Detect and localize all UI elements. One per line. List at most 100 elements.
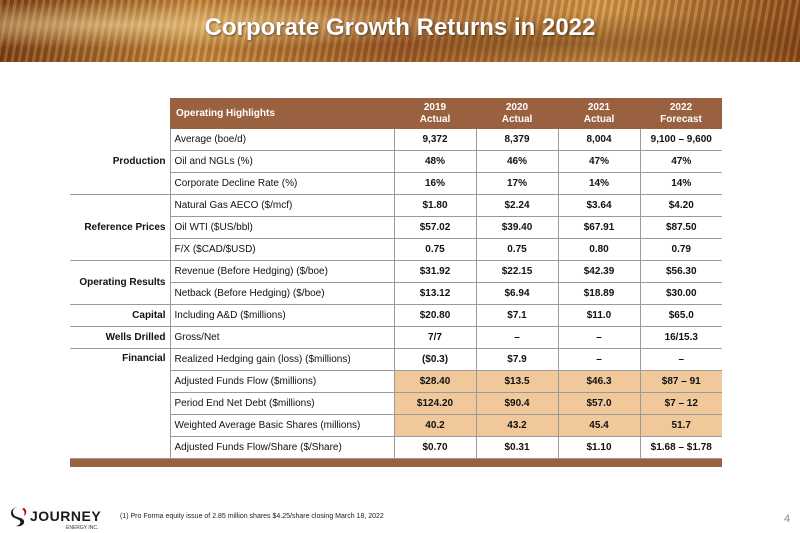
value-cell: $87 – 91 xyxy=(639,370,722,393)
value-cell: 45.4 xyxy=(557,414,640,437)
table-row: Capital Including A&D ($millions) $20.80… xyxy=(70,304,722,327)
table-row: Production Average (boe/d) 9,372 8,379 8… xyxy=(70,129,722,195)
header-label: Operating Highlights xyxy=(170,98,394,129)
journey-swirl-icon xyxy=(11,507,27,527)
value-cell: 43.2 xyxy=(475,414,558,437)
value-cell: 9,372 xyxy=(393,129,476,151)
metric-cell: Revenue (Before Hedging) ($/boe) xyxy=(170,260,394,283)
table-header-row: Operating Highlights 2019 Actual 2020 Actu… xyxy=(70,98,722,129)
metric-cell: Oil and NGLs (%) xyxy=(170,150,394,173)
value-cell: $7.9 xyxy=(475,348,558,371)
value-cell: $56.30 xyxy=(639,260,722,283)
value-cell: $0.70 xyxy=(393,436,476,459)
page-number: 4 xyxy=(784,513,791,525)
value-cell: 8,379 xyxy=(475,129,558,151)
value-cell: ($0.3) xyxy=(393,348,476,371)
value-cell: $1.68 – $1.78 xyxy=(639,436,722,459)
value-cell: – xyxy=(557,348,640,371)
header-blank-cell xyxy=(70,98,170,129)
value-cell: $57.02 xyxy=(393,216,476,239)
metric-cell: Including A&D ($millions) xyxy=(170,304,394,327)
table-row: Reference Prices Natural Gas AECO ($/mcf… xyxy=(70,194,722,261)
value-cell: $0.31 xyxy=(475,436,558,459)
metric-cell: Adjusted Funds Flow/Share ($/Share) xyxy=(170,436,394,459)
category-cell: Production xyxy=(70,129,171,195)
logo-brand: JOURNEY xyxy=(30,508,102,524)
table-row: Netback (Before Hedging) ($/boe) $13.12 … xyxy=(70,282,722,305)
value-cell: $42.39 xyxy=(557,260,640,283)
company-logo: JOURNEY ENERGY INC. xyxy=(10,506,101,533)
value-cell: $11.0 xyxy=(557,304,640,327)
value-cell: $22.15 xyxy=(475,260,558,283)
metric-cell: Period End Net Debt ($millions) xyxy=(170,392,394,415)
value-cell: – xyxy=(475,326,558,349)
metric-cell: Gross/Net xyxy=(170,326,394,349)
value-cell: 46% xyxy=(475,150,558,173)
value-cell: 0.79 xyxy=(639,238,722,261)
value-cell: 0.80 xyxy=(557,238,640,261)
value-cell: $3.64 xyxy=(557,194,640,217)
metric-cell: Average (boe/d) xyxy=(170,129,394,151)
value-cell: $46.3 xyxy=(557,370,640,393)
value-cell: 7/7 xyxy=(393,326,476,349)
value-cell: $20.80 xyxy=(393,304,476,327)
metric-cell: Corporate Decline Rate (%) xyxy=(170,172,394,195)
value-cell: 16/15.3 xyxy=(639,326,722,349)
value-cell: 8,004 xyxy=(557,129,640,151)
metric-cell: Netback (Before Hedging) ($/boe) xyxy=(170,282,394,305)
value-cell: $39.40 xyxy=(475,216,558,239)
value-cell: $30.00 xyxy=(639,282,722,305)
value-cell: $13.5 xyxy=(475,370,558,393)
metric-cell: Realized Hedging gain (loss) ($millions) xyxy=(170,348,394,371)
value-cell: $57.0 xyxy=(557,392,640,415)
category-cell: Capital xyxy=(70,304,171,327)
value-cell: $6.94 xyxy=(475,282,558,305)
table-row: Period End Net Debt ($millions) $124.20 … xyxy=(70,392,722,415)
metric-cell: Natural Gas AECO ($/mcf) xyxy=(170,194,394,217)
title-banner: Corporate Growth Returns in 2022 xyxy=(0,0,800,62)
category-cell: Operating Results xyxy=(70,260,171,305)
value-cell: $124.20 xyxy=(393,392,476,415)
category-cell: Reference Prices xyxy=(70,194,171,261)
category-cell: Wells Drilled xyxy=(70,326,171,349)
value-cell: $18.89 xyxy=(557,282,640,305)
value-cell: 14% xyxy=(639,172,722,195)
value-cell: 9,100 – 9,600 xyxy=(639,129,722,151)
footer-bar-cell xyxy=(70,458,722,467)
table-row: Operating Results Revenue (Before Hedgin… xyxy=(70,260,722,305)
table-row: F/X ($CAD/$USD) 0.75 0.75 0.80 0.79 xyxy=(70,238,722,261)
value-cell: 40.2 xyxy=(393,414,476,437)
value-cell: 48% xyxy=(393,150,476,173)
value-cell: $2.24 xyxy=(475,194,558,217)
logo-subtitle: ENERGY INC. xyxy=(66,525,99,531)
column-header-2019: 2019 Actual xyxy=(394,98,476,129)
value-cell: 17% xyxy=(475,172,558,195)
value-cell: $87.50 xyxy=(639,216,722,239)
value-cell: $28.40 xyxy=(393,370,476,393)
value-cell: $90.4 xyxy=(475,392,558,415)
table-row: Weighted Average Basic Shares (millions)… xyxy=(70,414,722,437)
category-cell: Financial xyxy=(70,348,171,459)
table-row: Adjusted Funds Flow ($millions) $28.40 $… xyxy=(70,370,722,393)
table-row: Oil and NGLs (%) 48% 46% 47% 47% xyxy=(70,150,722,173)
table-row: Wells Drilled Gross/Net 7/7 – – 16/15.3 xyxy=(70,326,722,349)
metric-cell: Oil WTI ($US/bbl) xyxy=(170,216,394,239)
metric-cell: F/X ($CAD/$USD) xyxy=(170,238,394,261)
value-cell: 16% xyxy=(393,172,476,195)
value-cell: $7.1 xyxy=(475,304,558,327)
value-cell: $13.12 xyxy=(393,282,476,305)
value-cell: $7 – 12 xyxy=(639,392,722,415)
value-cell: $65.0 xyxy=(639,304,722,327)
metric-cell: Weighted Average Basic Shares (millions) xyxy=(170,414,394,437)
metric-cell: Adjusted Funds Flow ($millions) xyxy=(170,370,394,393)
value-cell: 47% xyxy=(557,150,640,173)
column-header-2022: 2022 Forecast xyxy=(640,98,722,129)
value-cell: $4.20 xyxy=(639,194,722,217)
value-cell: 0.75 xyxy=(393,238,476,261)
table-row: Oil WTI ($US/bbl) $57.02 $39.40 $67.91 $… xyxy=(70,216,722,239)
value-cell: – xyxy=(557,326,640,349)
value-cell: 14% xyxy=(557,172,640,195)
column-header-2021: 2021 Actual xyxy=(558,98,640,129)
value-cell: 47% xyxy=(639,150,722,173)
table-row: Adjusted Funds Flow/Share ($/Share) $0.7… xyxy=(70,436,722,459)
